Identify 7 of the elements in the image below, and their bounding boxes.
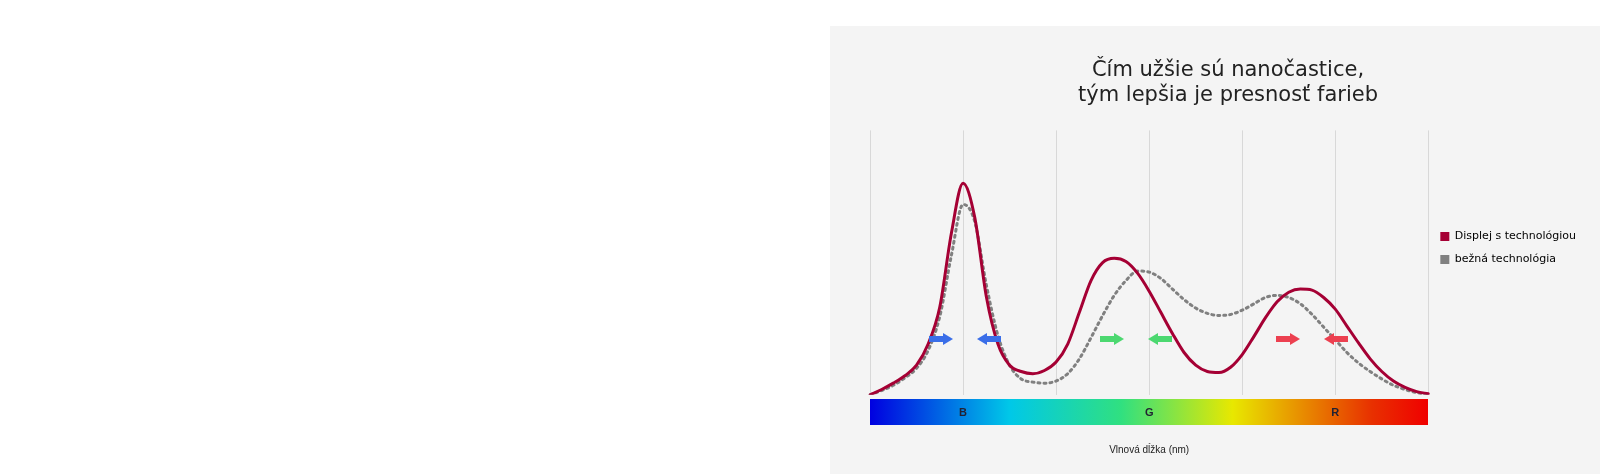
x-tick-label: G [1144,406,1154,419]
legend-label: bežná technológia [1454,252,1556,266]
legend-label: Displej s technológiou [1454,229,1576,243]
x-axis-title: Vlnová dĺžka (nm) [1109,442,1190,455]
x-tick-label: R [1331,406,1340,419]
x-tick-label: B [959,406,968,419]
chart-title: Čím užšie sú nanočastice, tým lepšia je presnosť farieb [1078,56,1378,107]
